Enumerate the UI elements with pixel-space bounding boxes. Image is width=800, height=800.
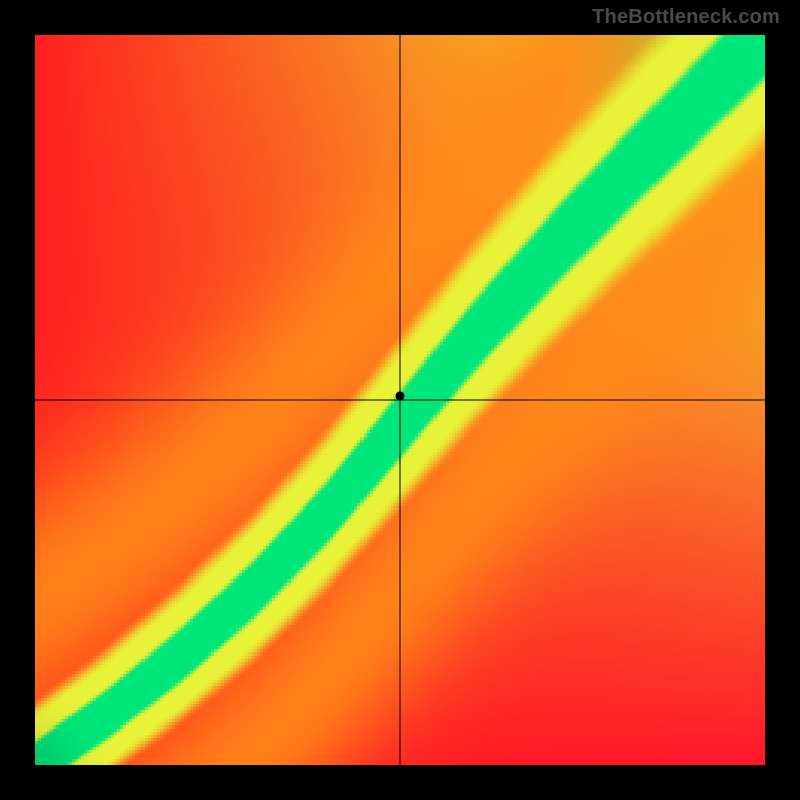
watermark-text: TheBottleneck.com xyxy=(592,6,780,29)
chart-frame: TheBottleneck.com xyxy=(0,0,800,800)
plot-area xyxy=(35,35,765,765)
heatmap-canvas xyxy=(35,35,765,765)
